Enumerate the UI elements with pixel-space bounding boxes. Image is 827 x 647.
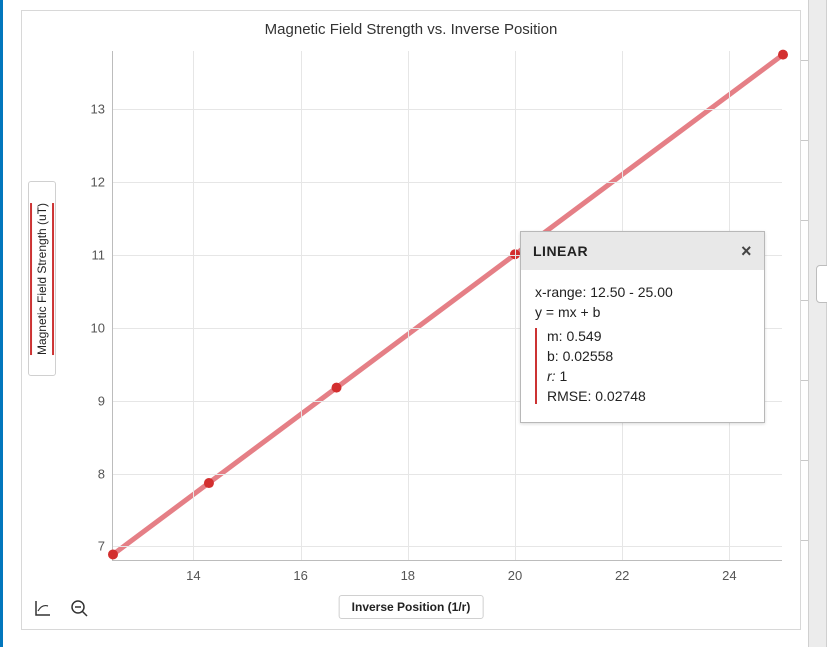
x-tick-label: 22 xyxy=(615,568,629,583)
gridline-v xyxy=(301,51,302,560)
axes-icon xyxy=(33,598,53,618)
zoom-tool-button[interactable] xyxy=(66,595,92,621)
y-tick-label: 8 xyxy=(98,466,105,481)
gridline-v xyxy=(408,51,409,560)
data-point[interactable] xyxy=(204,478,214,488)
x-axis-label: Inverse Position (1/r) xyxy=(352,600,471,614)
data-point[interactable] xyxy=(108,549,118,559)
gridline-v xyxy=(193,51,194,560)
y-tick-label: 12 xyxy=(91,175,105,190)
chart-toolbar xyxy=(30,595,92,621)
gridline-v xyxy=(515,51,516,560)
chart-title: Magnetic Field Strength vs. Inverse Posi… xyxy=(22,21,800,38)
chart-panel: Magnetic Field Strength vs. Inverse Posi… xyxy=(21,10,801,630)
scrollbar-track[interactable] xyxy=(808,0,826,647)
gridline-h xyxy=(113,182,782,183)
gridline-h xyxy=(113,474,782,475)
y-tick-label: 13 xyxy=(91,102,105,117)
close-icon[interactable]: × xyxy=(741,242,752,260)
x-axis-label-box[interactable]: Inverse Position (1/r) xyxy=(339,595,484,619)
x-tick-label: 18 xyxy=(401,568,415,583)
fit-panel-body: x-range: 12.50 - 25.00 y = mx + b m: 0.5… xyxy=(521,270,764,422)
x-tick-label: 24 xyxy=(722,568,736,583)
y-tick-label: 10 xyxy=(91,320,105,335)
x-tick-label: 14 xyxy=(186,568,200,583)
y-tick-label: 11 xyxy=(92,248,106,263)
y-axis-label: Magnetic Field Strength (uT) xyxy=(30,202,54,354)
fit-rmse: RMSE: 0.02748 xyxy=(547,388,750,404)
fit-m: m: 0.549 xyxy=(547,328,750,344)
gridline-h xyxy=(113,546,782,547)
fit-panel-header[interactable]: LINEAR × xyxy=(521,232,764,270)
gridline-h xyxy=(113,109,782,110)
x-tick-label: 20 xyxy=(508,568,522,583)
fit-panel-title: LINEAR xyxy=(533,243,588,259)
x-tick-label: 16 xyxy=(293,568,307,583)
app-frame: Magnetic Field Strength vs. Inverse Posi… xyxy=(0,0,827,647)
fit-equation: y = mx + b xyxy=(535,304,750,320)
y-tick-label: 9 xyxy=(98,393,105,408)
zoom-icon xyxy=(69,598,89,618)
fit-r: r: 1 xyxy=(547,368,750,384)
fit-stats: m: 0.549 b: 0.02558 r: 1 RMSE: 0.02748 xyxy=(535,328,750,404)
scrollbar-thumb[interactable] xyxy=(816,265,827,303)
data-point[interactable] xyxy=(332,383,342,393)
fit-xrange: x-range: 12.50 - 25.00 xyxy=(535,284,750,300)
data-point[interactable] xyxy=(778,50,788,60)
linear-fit-panel[interactable]: LINEAR × x-range: 12.50 - 25.00 y = mx +… xyxy=(520,231,765,423)
y-axis-label-box[interactable]: Magnetic Field Strength (uT) xyxy=(28,181,56,376)
fit-b: b: 0.02558 xyxy=(547,348,750,364)
y-tick-label: 7 xyxy=(98,539,105,554)
axes-tool-button[interactable] xyxy=(30,595,56,621)
